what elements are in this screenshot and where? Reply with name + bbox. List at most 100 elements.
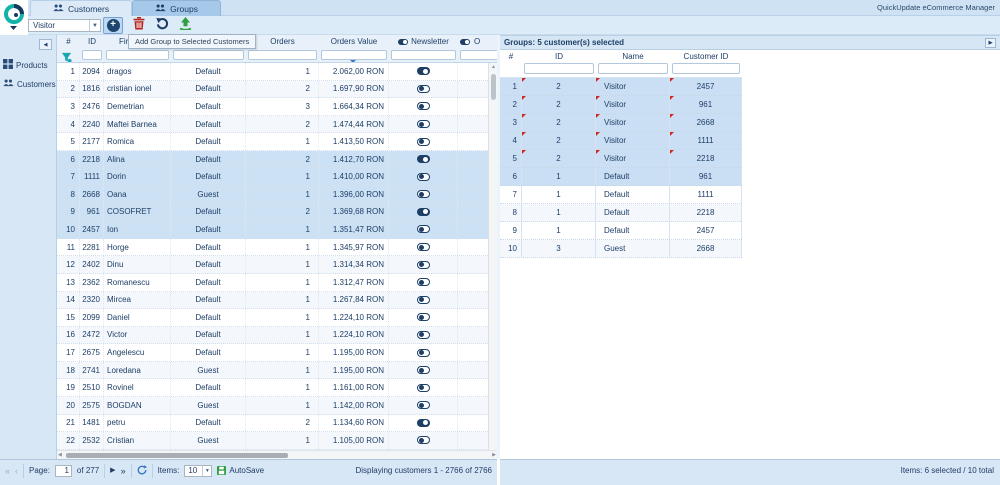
newsletter-cell[interactable] [389,63,458,80]
undo-button[interactable] [154,17,170,34]
newsletter-cell[interactable] [389,309,458,326]
newsletter-toggle-icon[interactable] [416,330,430,339]
group-row[interactable]: 1 2 Visitor 2457 [500,78,742,96]
newsletter-cell[interactable] [389,361,458,379]
newsletter-toggle-icon[interactable] [416,155,430,164]
newsletter-toggle-icon[interactable] [416,366,430,375]
customer-row[interactable]: 13 2362 Romanescu Default 1 1.312,47 RON [57,273,488,292]
group-row[interactable]: 10 3 Guest 2668 [500,240,742,258]
filter-id-input[interactable] [82,50,102,60]
customer-row[interactable]: 22 2532 Cristian Guest 1 1.105,00 RON [57,432,488,450]
scroll-right-icon[interactable]: ▶ [492,452,496,458]
filter-group-input[interactable] [173,50,244,60]
newsletter-cell[interactable] [389,150,458,168]
filter-newsletter-input[interactable] [391,50,456,60]
filter-id-input[interactable] [524,63,594,74]
newsletter-toggle-icon[interactable] [416,190,430,199]
customer-row[interactable]: 15 2099 Daniel Default 1 1.224,10 RON [57,309,488,327]
newsletter-cell[interactable] [389,115,458,133]
newsletter-cell[interactable] [389,414,458,432]
filter-orders-value-input[interactable] [321,50,387,60]
group-select[interactable]: Visitor ▼ [28,19,101,32]
newsletter-cell[interactable] [389,379,458,396]
newsletter-cell[interactable] [389,256,458,273]
newsletter-toggle-icon[interactable] [416,401,430,410]
col-header-newsletter[interactable]: Newsletter [389,37,458,46]
customer-row[interactable]: 7 1111 Dorin Default 1 1.410,00 RON [57,168,488,187]
newsletter-cell[interactable] [389,186,458,203]
panel-expand-button[interactable]: ▶ [985,37,996,48]
group-row[interactable]: 3 2 Visitor 2668 [500,114,742,132]
scrollbar-thumb[interactable] [66,453,288,458]
newsletter-cell[interactable] [389,396,458,414]
col-header-optin[interactable]: O [458,37,488,46]
newsletter-cell[interactable] [389,80,458,98]
newsletter-cell[interactable] [389,273,458,291]
newsletter-toggle-icon[interactable] [416,67,430,76]
newsletter-toggle-icon[interactable] [416,313,430,322]
newsletter-toggle-icon[interactable] [416,102,430,111]
customer-row[interactable]: 8 2668 Oana Guest 1 1.396,00 RON [57,186,488,204]
export-button[interactable] [177,16,193,34]
newsletter-cell[interactable] [389,344,458,361]
scroll-up-icon[interactable]: ▲ [491,64,496,70]
customer-row[interactable]: 20 2575 BOGDAN Guest 1 1.142,00 RON [57,396,488,415]
col-header-orders[interactable]: Orders [270,37,295,46]
filter-orders-input[interactable] [248,50,317,60]
newsletter-toggle-icon[interactable] [416,436,430,445]
newsletter-toggle-icon[interactable] [416,243,430,252]
customer-row[interactable]: 1 2094 dragos Default 1 2.062,00 RON [57,63,488,81]
newsletter-toggle-icon[interactable] [416,383,430,392]
filter-optin-input[interactable] [460,50,497,60]
newsletter-toggle-icon[interactable] [416,207,430,216]
previous-page-button[interactable]: ‹ [15,465,19,476]
newsletter-cell[interactable] [389,133,458,150]
customer-row[interactable]: 3 2476 Demetrian Default 3 1.664,34 RON [57,98,488,116]
next-page-button[interactable]: ▶ [110,466,116,474]
scrollbar-thumb[interactable] [490,74,496,100]
group-row[interactable]: 2 2 Visitor 961 [500,96,742,114]
newsletter-cell[interactable] [389,326,458,344]
customer-row[interactable]: 16 2472 Victor Default 1 1.224,10 RON [57,326,488,345]
newsletter-cell[interactable] [389,203,458,221]
filter-first-name-input[interactable] [106,50,169,60]
app-logo[interactable] [0,0,28,35]
sidebar-item-customers[interactable]: Customers [0,75,56,93]
col-header-num[interactable]: # [508,52,514,61]
newsletter-toggle-icon[interactable] [416,84,430,93]
newsletter-toggle-icon[interactable] [416,137,430,146]
scroll-left-icon[interactable]: ◀ [58,452,62,458]
customer-row[interactable]: 17 2675 Angelescu Default 1 1.195,00 RON [57,344,488,362]
customer-row[interactable]: 21 1481 petru Default 2 1.134,60 RON [57,414,488,433]
customer-row[interactable]: 5 2177 Romica Default 1 1.413,50 RON [57,133,488,151]
add-group-button[interactable]: + [103,17,123,34]
newsletter-cell[interactable] [389,291,458,309]
last-page-button[interactable]: » [120,465,126,476]
vertical-scrollbar[interactable]: ▲ [488,63,497,450]
filter-icon[interactable] [61,50,72,62]
customer-row[interactable]: 11 2281 Horge Default 1 1.345,97 RON [57,238,488,257]
group-row[interactable]: 6 1 Default 961 [500,168,742,186]
customer-row[interactable]: 9 961 COSOFRET Default 2 1.369,68 RON [57,203,488,222]
newsletter-cell[interactable] [389,432,458,449]
autosave-indicator[interactable]: AutoSave [217,466,264,475]
group-row[interactable]: 9 1 Default 2457 [500,222,742,240]
customer-row[interactable]: 18 2741 Loredana Guest 1 1.195,00 RON [57,361,488,380]
first-page-button[interactable]: « [5,465,11,476]
page-input[interactable] [54,464,72,477]
customer-row[interactable]: 6 2218 Alina Default 2 1.412,70 RON [57,150,488,169]
customer-row[interactable]: 12 2402 Dinu Default 1 1.314,34 RON [57,256,488,274]
group-row[interactable]: 5 2 Visitor 2218 [500,150,742,168]
customer-row[interactable]: 14 2320 Mircea Default 1 1.267,84 RON [57,291,488,310]
group-row[interactable]: 7 1 Default 1111 [500,186,742,204]
delete-button[interactable] [131,16,147,34]
newsletter-toggle-icon[interactable] [416,120,430,129]
newsletter-cell[interactable] [389,98,458,115]
sidebar-item-products[interactable]: Products [0,55,56,75]
filter-customer-id-input[interactable] [672,63,740,74]
col-header-name[interactable]: Name [622,52,644,61]
customer-row[interactable]: 4 2240 Maftei Barnea Default 2 1.474,44 RON [57,115,488,134]
sidebar-collapse-button[interactable]: ◀ [39,39,52,50]
customer-row[interactable]: 2 1816 cristian ionel Default 2 1.697,90 RON [57,80,488,99]
newsletter-toggle-icon[interactable] [416,225,430,234]
